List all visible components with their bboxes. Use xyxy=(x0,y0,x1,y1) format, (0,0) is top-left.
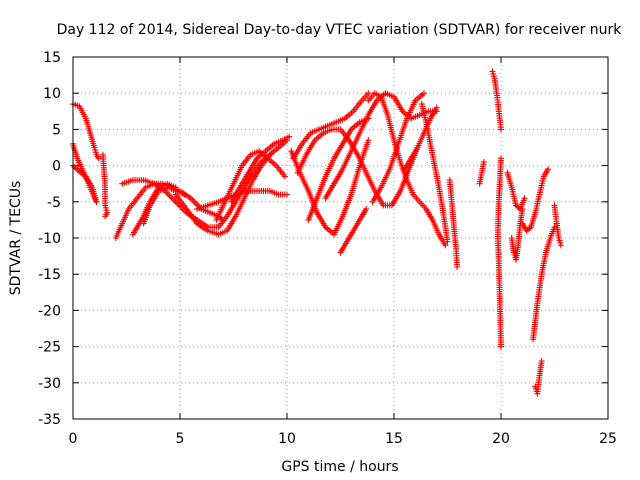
series-arc-08 xyxy=(140,184,188,227)
x-tick-label: 5 xyxy=(176,431,185,447)
y-tick-label: -15 xyxy=(38,267,61,283)
data-point-marker xyxy=(365,137,372,144)
y-axis-label: SDTVAR / TECUs xyxy=(8,181,24,296)
x-tick-label: 25 xyxy=(599,431,617,447)
data-point-marker xyxy=(281,173,288,180)
y-tick-label: -35 xyxy=(38,412,61,428)
chart-title: Day 112 of 2014, Sidereal Day-to-day VTE… xyxy=(57,22,623,38)
data-point-marker xyxy=(181,191,188,198)
series-arc-12 xyxy=(228,133,293,205)
x-tick-label: 15 xyxy=(385,431,403,447)
data-point-marker xyxy=(420,90,427,97)
series-arc-20 xyxy=(369,90,427,205)
series-arc-28 xyxy=(508,206,526,263)
x-tick-label: 20 xyxy=(492,431,510,447)
series-arc-11 xyxy=(213,148,288,223)
series-arc-04 xyxy=(99,151,111,220)
y-tick-label: -20 xyxy=(38,303,61,319)
data-point-marker xyxy=(93,198,100,205)
series-arc-29 xyxy=(519,166,552,234)
x-tick-label: 10 xyxy=(278,431,296,447)
data-point-marker xyxy=(480,158,487,165)
y-tick-label: -25 xyxy=(38,340,61,356)
series-arc-31 xyxy=(532,358,545,397)
data-point-marker xyxy=(286,133,293,140)
data-point-marker xyxy=(102,213,109,220)
data-point-marker xyxy=(526,225,533,232)
data-point-marker xyxy=(557,242,564,249)
data-point-marker xyxy=(433,104,440,111)
series-arc-19 xyxy=(365,90,449,249)
series-arc-24 xyxy=(476,158,487,187)
data-point-marker xyxy=(284,191,290,198)
series-arc-26 xyxy=(494,155,504,350)
y-tick-label: 5 xyxy=(52,122,61,138)
series-arc-32 xyxy=(551,202,564,249)
data-point-marker xyxy=(538,358,545,365)
y-tick-label: -10 xyxy=(38,231,61,247)
y-tick-label: 0 xyxy=(52,159,61,175)
series-arc-14 xyxy=(290,90,372,162)
data-point-marker xyxy=(521,195,528,202)
series-arc-30 xyxy=(530,224,558,343)
data-point-marker xyxy=(545,166,552,173)
data-point-marker xyxy=(444,238,451,245)
data-points xyxy=(70,68,564,397)
y-tick-label: -5 xyxy=(47,195,61,211)
data-point-marker xyxy=(365,90,372,97)
data-point-marker xyxy=(498,126,504,133)
series-arc-22 xyxy=(418,101,451,245)
axis-ticks: 0 5 10 15 20 25 15 10 5 0 -5 -10 -15 -20 -25 -30 -35 xyxy=(38,50,617,447)
data-point-marker xyxy=(498,343,504,350)
series-arc-27 xyxy=(504,169,528,213)
y-tick-label: 10 xyxy=(43,86,61,102)
data-point-marker xyxy=(519,206,526,213)
x-axis-label: GPS time / hours xyxy=(281,459,398,475)
y-tick-label: 15 xyxy=(43,50,61,66)
series-arc-23 xyxy=(446,177,461,270)
grid xyxy=(73,57,608,419)
series-arc-03 xyxy=(70,162,100,205)
series-arc-25 xyxy=(489,68,504,133)
x-tick-label: 0 xyxy=(69,431,78,447)
series-arc-18 xyxy=(337,206,370,256)
plot-frame xyxy=(72,56,609,420)
y-tick-label: -30 xyxy=(38,376,61,392)
data-point-marker xyxy=(95,155,102,162)
data-point-marker xyxy=(442,242,449,249)
data-point-marker xyxy=(363,206,370,213)
data-point-marker xyxy=(454,263,461,270)
